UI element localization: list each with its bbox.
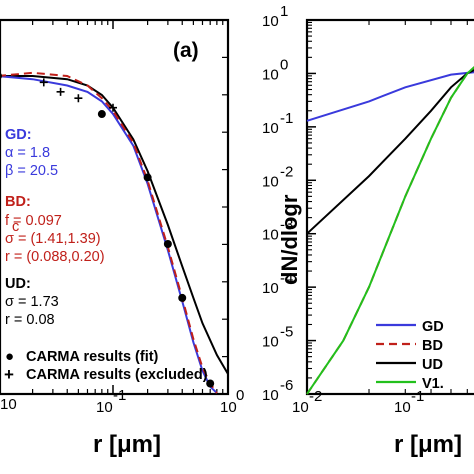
excluded-point <box>74 94 83 103</box>
legend-label-fit: CARMA results (fit) <box>26 349 159 365</box>
fit-point <box>178 293 187 302</box>
fit-point <box>143 173 152 182</box>
right-y-tick-label-base: 10 <box>262 227 279 244</box>
excluded-point <box>39 78 48 87</box>
right-y-tick-label-exp: -2 <box>280 163 293 180</box>
right-series-line-gd <box>306 71 474 122</box>
right-y-tick-label-base: 10 <box>262 66 279 83</box>
right-axis-ticks <box>306 19 468 395</box>
right-plot-frame <box>305 18 474 396</box>
fit-point <box>97 110 106 119</box>
left-panel-label: (a) <box>173 39 199 62</box>
right-y-tick-label-base: 10 <box>262 173 279 190</box>
right-x-tick-label-base: 10 <box>292 399 309 416</box>
legend-label-ud: UD <box>422 357 443 373</box>
right-y-tick-label-base: 10 <box>262 13 279 30</box>
right-x-tick-label-base: 10 <box>394 399 411 416</box>
left-x-tick-label: -1 <box>113 387 126 404</box>
right-y-tick-label-exp: -1 <box>280 110 293 127</box>
left-x-axis-label: r [μm] <box>93 431 161 458</box>
left-series-lines <box>0 71 229 394</box>
ud-annotation-line: σ = 1.73 <box>5 294 59 310</box>
right-y-tick-label-exp: -5 <box>280 324 293 341</box>
right-series-line-ud <box>306 69 474 235</box>
left-x-tick-label: 0 <box>236 387 244 404</box>
left-panel: (a) GD: α = 1.8 β = 20.5 BD: f = 0.097 c… <box>0 18 244 458</box>
bd-annotation-title: BD: <box>5 194 31 210</box>
legend-label-gd: GD <box>422 319 444 335</box>
gd-annotation-line: β = 20.5 <box>5 163 58 179</box>
left-axis-ticks <box>32 20 229 394</box>
right-y-tick-label-exp: -3 <box>280 217 293 234</box>
left-series-line-0 <box>0 75 229 375</box>
right-series-line-v1 <box>306 66 474 395</box>
bd-annotation-line: r = (0.088,0.20) <box>5 249 105 265</box>
fit-point <box>206 379 215 388</box>
excluded-point <box>56 87 65 96</box>
right-x-tick-label-exp: -1 <box>411 388 424 405</box>
legend-marker-fit: ● <box>5 348 14 365</box>
bd-annotation-line: σ = (1.41,1.39) <box>5 231 101 247</box>
right-y-tick-label-exp: 0 <box>280 56 288 73</box>
excluded-point <box>109 103 117 112</box>
right-y-tick-label-exp: -4 <box>280 270 293 287</box>
right-series-lines <box>306 66 474 395</box>
bd-annotation-subscript: c <box>12 219 19 235</box>
ud-annotation-title: UD: <box>5 276 31 292</box>
right-x-axis-label: r [μm] <box>394 431 462 458</box>
right-x-tick-label-exp: -2 <box>309 388 322 405</box>
right-y-tick-label-base: 10 <box>262 120 279 137</box>
fit-point <box>163 240 172 249</box>
fit-point <box>0 72 2 80</box>
gd-annotation-title: GD: <box>5 127 32 143</box>
right-y-tick-label-exp: -6 <box>280 377 293 394</box>
right-legend: GD BD UD V1. <box>376 319 444 392</box>
legend-label-excluded: CARMA results (excluded) <box>26 367 208 383</box>
left-series-line-2 <box>0 71 218 394</box>
gd-annotation-line: α = 1.8 <box>5 145 50 161</box>
right-y-axis-label: dN/dlogr <box>277 194 302 285</box>
right-y-tick-label-exp: 1 <box>280 3 288 20</box>
legend-marker-excluded: + <box>4 365 14 384</box>
ud-annotation-line: r = 0.08 <box>5 312 55 328</box>
left-data-points <box>0 72 215 388</box>
right-y-tick-label-base: 10 <box>262 334 279 351</box>
legend-label-v1: V1. <box>422 376 444 392</box>
right-y-tick-label-base: 10 <box>262 387 279 404</box>
right-y-tick-label-base: 10 <box>262 280 279 297</box>
bd-annotation-line: f = 0.097 <box>5 213 62 229</box>
left-x-tick-label: 10 <box>220 399 237 416</box>
left-x-tick-label: 10 <box>96 399 113 416</box>
legend-label-bd: BD <box>422 338 443 354</box>
left-legend: ● CARMA results (fit) + CARMA results (e… <box>4 348 208 384</box>
left-x-tick-label: 10 <box>0 396 17 413</box>
left-series-line-1 <box>0 75 218 394</box>
